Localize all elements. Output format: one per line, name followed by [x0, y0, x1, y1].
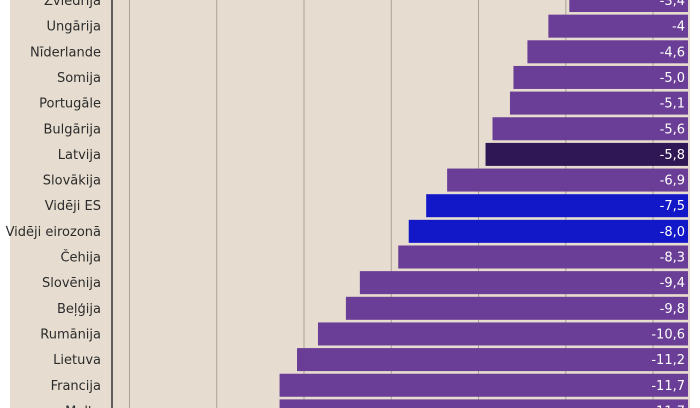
- bar: [485, 142, 688, 166]
- category-label: Francija: [51, 379, 101, 394]
- bar: [447, 168, 688, 192]
- value-label: -5,6: [660, 122, 685, 137]
- bar: [509, 91, 688, 115]
- bar: [527, 40, 688, 64]
- bar: [359, 271, 688, 295]
- bar: [297, 348, 688, 372]
- value-label: -10,6: [651, 327, 685, 342]
- category-label: Lietuva: [53, 353, 101, 368]
- bar: [548, 14, 688, 38]
- category-label: Slovākija: [43, 174, 101, 189]
- category-label: Portugāle: [39, 97, 101, 112]
- value-label: -9,4: [660, 276, 685, 291]
- category-label: Beļģija: [57, 302, 101, 317]
- value-label: -8,3: [660, 251, 685, 266]
- category-labels: Zviedrija Ungārija Nīderlande Somija Portugā…: [6, 0, 101, 408]
- value-label: -11,7: [651, 404, 685, 408]
- bar: [408, 219, 688, 243]
- category-label: Malta: [65, 404, 101, 408]
- value-label: -7,5: [660, 199, 685, 214]
- bar: [398, 245, 688, 269]
- category-label: Čehija: [60, 250, 101, 266]
- category-label: Bulgārija: [43, 122, 101, 137]
- bar: [426, 194, 688, 218]
- bar: [345, 296, 688, 320]
- value-label: -5,0: [660, 71, 685, 86]
- category-label: Vidēji eirozonā: [6, 225, 101, 240]
- category-label: Slovēnija: [42, 276, 101, 291]
- value-label: -5,1: [660, 97, 685, 112]
- category-label: Vidēji ES: [45, 199, 101, 214]
- value-label: -8,0: [660, 225, 685, 240]
- value-label: -4: [672, 20, 685, 35]
- bar: [279, 373, 688, 397]
- bar: [279, 399, 688, 408]
- value-label: -9,8: [660, 302, 685, 317]
- category-label: Rumānija: [40, 327, 101, 342]
- value-label: -3,4: [660, 0, 685, 9]
- bar: [492, 117, 688, 141]
- value-labels: -3,4 -4 -4,6 -5,0 -5,1 -5,6 -5,8 -6,9 -7,5 -8,0 -8…: [651, 0, 685, 408]
- value-label: -11,7: [651, 379, 685, 394]
- bars: [279, 0, 688, 408]
- category-label: Latvija: [58, 148, 101, 163]
- value-label: -11,2: [651, 353, 685, 368]
- value-label: -5,8: [660, 148, 685, 163]
- category-label: Ungārija: [46, 20, 101, 35]
- category-label: Somija: [57, 71, 101, 86]
- value-label: -6,9: [660, 174, 685, 189]
- value-label: -4,6: [660, 45, 685, 60]
- bar: [569, 0, 688, 12]
- bar: [513, 65, 688, 89]
- category-label: Zviedrija: [44, 0, 101, 9]
- category-label: Nīderlande: [30, 45, 101, 60]
- bar: [317, 322, 688, 346]
